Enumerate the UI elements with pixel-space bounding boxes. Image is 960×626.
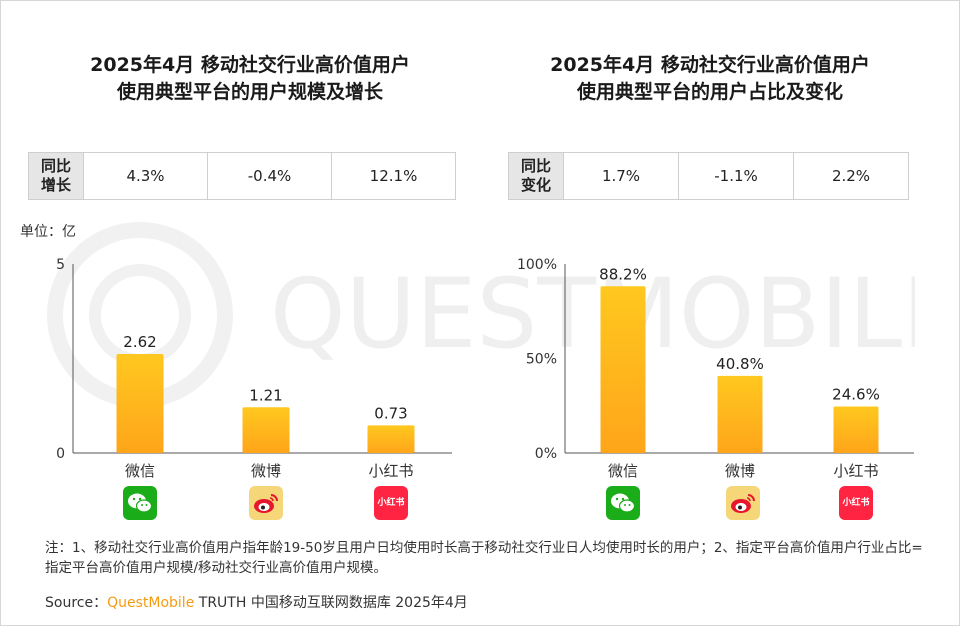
data-label: 88.2% [599, 265, 647, 283]
xiaohongshu-icon: 小红书 [374, 486, 408, 520]
bar-小红书 [367, 425, 415, 453]
yoy-change-table: 同比 变化 1.7% -1.1% 2.2% [508, 152, 909, 200]
y-tick-label: 100% [517, 257, 557, 273]
data-label: 0.73 [374, 404, 407, 422]
wechat-icon [123, 486, 157, 520]
source-prefix: Source： [45, 595, 108, 611]
right-chart-title: 2025年4月 移动社交行业高价值用户 使用典型平台的用户占比及变化 [550, 54, 870, 103]
yoy-growth-table: 同比 增长 4.3% -0.4% 12.1% [28, 152, 456, 200]
data-label: 1.21 [249, 386, 282, 404]
change-value-weibo: -1.1% [678, 152, 794, 200]
y-tick-label: 50% [526, 352, 557, 368]
left-chart-title: 2025年4月 移动社交行业高价值用户 使用典型平台的用户规模及增长 [90, 54, 410, 103]
x-tick-label: 小红书 [368, 462, 413, 480]
unit-label: 单位：亿 [20, 224, 76, 240]
footnote: 注：1、移动社交行业高价值用户指年龄19-50岁且用户日均使用时长高于移动社交行… [45, 540, 923, 576]
user-share-bar-chart: 0% 50% 100% 88.2% 微信 40.8% 微博 24.6% 小红书 [517, 257, 914, 480]
wechat-icon [606, 486, 640, 520]
change-value-wechat: 1.7% [563, 152, 679, 200]
y-tick-label: 0 [56, 446, 65, 462]
x-tick-label: 微信 [608, 462, 638, 480]
growth-value-weibo: -0.4% [207, 152, 332, 200]
change-value-xiaohongshu: 2.2% [793, 152, 909, 200]
bar-小红书 [833, 406, 879, 453]
data-label: 40.8% [716, 355, 764, 373]
x-tick-label: 微信 [125, 462, 155, 480]
x-tick-label: 小红书 [833, 462, 878, 480]
bar-微博 [717, 375, 763, 453]
x-tick-label: 微博 [725, 462, 755, 480]
growth-label: 同比 增长 [28, 152, 84, 200]
y-tick-label: 0% [535, 446, 557, 462]
growth-value-xiaohongshu: 12.1% [331, 152, 456, 200]
bar-微信 [116, 353, 164, 453]
data-label: 24.6% [832, 386, 880, 404]
weibo-icon [726, 486, 760, 520]
user-scale-bar-chart: 0 5 2.62 微信 1.21 微博 0.73 小红书 [56, 257, 452, 480]
data-label: 2.62 [123, 333, 156, 351]
bar-微博 [242, 407, 290, 453]
source-line: Source：QuestMobile TRUTH 中国移动互联网数据库 2025… [45, 592, 468, 612]
bar-微信 [600, 286, 646, 453]
x-tick-label: 微博 [251, 462, 281, 480]
weibo-icon [249, 486, 283, 520]
xiaohongshu-icon: 小红书 [839, 486, 873, 520]
change-label: 同比 变化 [508, 152, 564, 200]
growth-value-wechat: 4.3% [83, 152, 208, 200]
source-text: TRUTH 中国移动互联网数据库 2025年4月 [198, 595, 468, 611]
y-tick-label: 5 [56, 257, 65, 273]
source-brand: QuestMobile [107, 595, 195, 611]
